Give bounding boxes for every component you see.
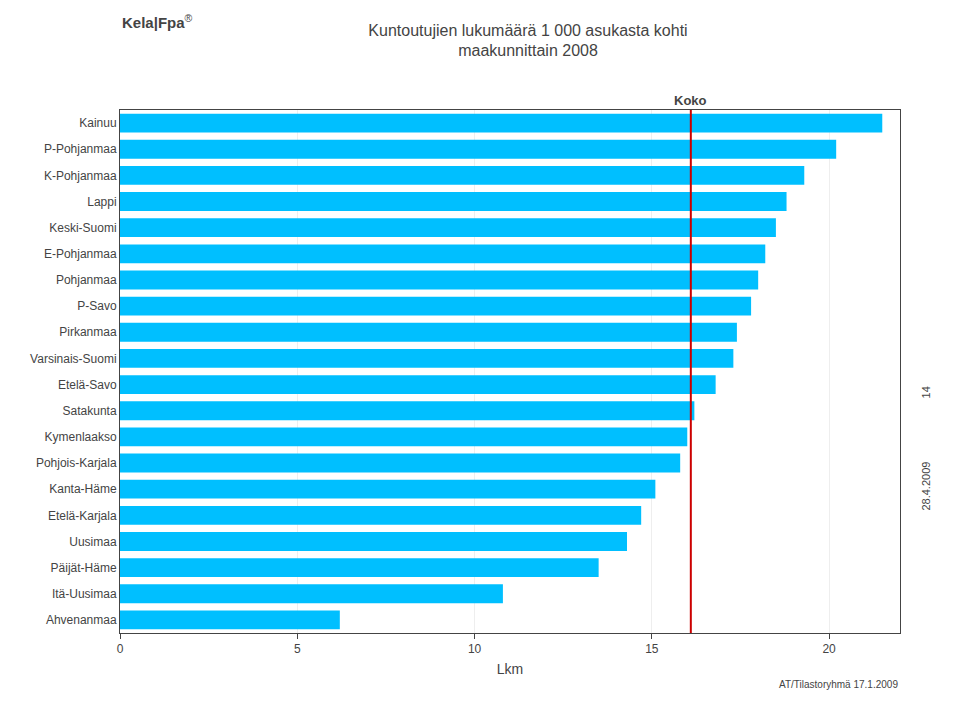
svg-text:Satakunta: Satakunta xyxy=(63,404,117,418)
svg-text:15: 15 xyxy=(645,642,659,656)
svg-text:Pohjanmaa: Pohjanmaa xyxy=(56,273,117,287)
svg-text:Kanta-Häme: Kanta-Häme xyxy=(49,482,117,496)
svg-text:Koko: Koko xyxy=(674,93,707,108)
svg-text:Pirkanmaa: Pirkanmaa xyxy=(59,325,117,339)
svg-text:K-Pohjanmaa: K-Pohjanmaa xyxy=(44,169,117,183)
svg-text:Uusimaa: Uusimaa xyxy=(69,535,117,549)
svg-text:Etelä-Karjala: Etelä-Karjala xyxy=(48,509,117,523)
svg-text:Lkm: Lkm xyxy=(497,661,523,677)
svg-text:P-Pohjanmaa: P-Pohjanmaa xyxy=(44,142,117,156)
svg-text:Pohjois-Karjala: Pohjois-Karjala xyxy=(36,456,117,470)
svg-text:Kela|Fpa​®​: Kela|Fpa​®​ xyxy=(122,12,193,31)
svg-text:14: 14 xyxy=(920,386,932,398)
svg-text:Päijät-Häme: Päijät-Häme xyxy=(51,561,117,575)
svg-text:AT/Tilastoryhmä 17.1.2009: AT/Tilastoryhmä 17.1.2009 xyxy=(779,679,898,690)
svg-text:Etelä-Savo: Etelä-Savo xyxy=(58,378,117,392)
svg-text:Kuntoutujien lukumäärä 1 000 a: Kuntoutujien lukumäärä 1 000 asukasta ko… xyxy=(368,22,687,60)
svg-text:E-Pohjanmaa: E-Pohjanmaa xyxy=(44,247,117,261)
svg-text:20: 20 xyxy=(822,642,836,656)
svg-text:10: 10 xyxy=(468,642,482,656)
svg-text:Kymenlaakso: Kymenlaakso xyxy=(45,430,117,444)
svg-text:Ahvenanmaa: Ahvenanmaa xyxy=(46,613,117,627)
svg-text:0: 0 xyxy=(117,642,124,656)
svg-text:5: 5 xyxy=(294,642,301,656)
svg-text:Varsinais-Suomi: Varsinais-Suomi xyxy=(30,352,116,366)
svg-text:Itä-Uusimaa: Itä-Uusimaa xyxy=(52,587,117,601)
svg-text:P-Savo: P-Savo xyxy=(77,299,117,313)
svg-text:Keski-Suomi: Keski-Suomi xyxy=(49,221,116,235)
svg-text:Kainuu: Kainuu xyxy=(79,116,116,130)
svg-text:Lappi: Lappi xyxy=(87,195,116,209)
svg-text:28.4.2009: 28.4.2009 xyxy=(920,462,932,511)
